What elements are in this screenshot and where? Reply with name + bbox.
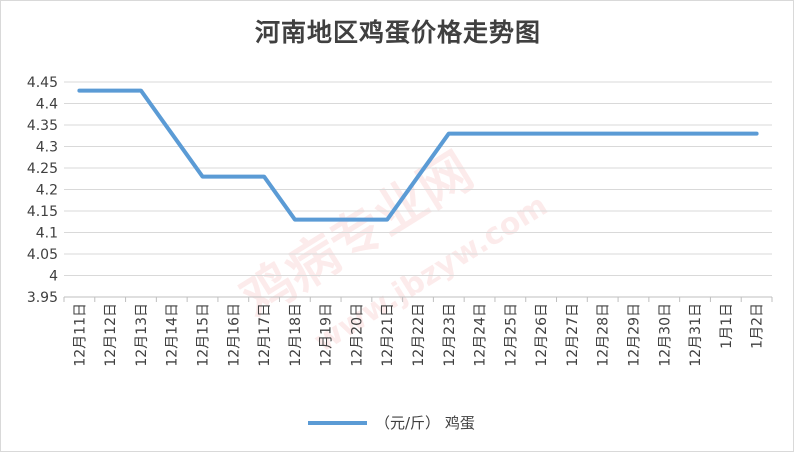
x-tick-label: 12月29日 bbox=[626, 303, 642, 367]
y-axis-ticks: 4.45 4.4 4.35 4.3 4.25 4.2 4.15 4.1 4.05 4 3.95 bbox=[27, 75, 58, 306]
x-tick-label: 12月28日 bbox=[596, 303, 612, 367]
x-tick-label: 12月18日 bbox=[288, 303, 304, 367]
x-tick-label: 1月1日 bbox=[719, 303, 735, 349]
x-tick-label: 12月24日 bbox=[473, 303, 489, 367]
y-tick-label: 3.95 bbox=[27, 290, 58, 306]
y-tick-label: 4.4 bbox=[36, 97, 58, 113]
x-tick-label: 12月23日 bbox=[442, 303, 458, 367]
x-tick-label: 12月20日 bbox=[349, 303, 365, 367]
y-tick-label: 4.3 bbox=[36, 140, 58, 156]
legend-label: （元/斤） 鸡蛋 bbox=[375, 414, 475, 432]
x-tick-label: 12月11日 bbox=[72, 303, 88, 367]
x-tick-label: 1月2日 bbox=[750, 303, 766, 349]
x-tick-label: 12月22日 bbox=[411, 303, 427, 367]
y-tick-label: 4 bbox=[49, 269, 58, 285]
legend: （元/斤） 鸡蛋 bbox=[308, 414, 475, 432]
x-tick-label: 12月26日 bbox=[534, 303, 550, 367]
x-tick-label: 12月14日 bbox=[165, 303, 181, 367]
x-tick-label: 12月13日 bbox=[134, 303, 150, 367]
x-axis-ticks: 12月11日 12月12日 12月13日 12月14日 12月15日 12月16日 12月1… bbox=[72, 303, 765, 367]
x-tick-label: 12月21日 bbox=[380, 303, 396, 367]
x-tick-label: 12月25日 bbox=[503, 303, 519, 367]
y-tick-label: 4.25 bbox=[27, 161, 58, 177]
y-tick-label: 4.1 bbox=[36, 226, 58, 242]
x-tick-label: 12月31日 bbox=[688, 303, 704, 367]
x-tick-label: 12月17日 bbox=[257, 303, 273, 367]
y-tick-label: 4.45 bbox=[27, 75, 58, 91]
x-tick-label: 12月15日 bbox=[196, 303, 212, 367]
y-tick-label: 4.15 bbox=[27, 204, 58, 220]
y-tick-label: 4.05 bbox=[27, 247, 58, 263]
x-tick-label: 12月16日 bbox=[226, 303, 242, 367]
x-tick-label: 12月27日 bbox=[565, 303, 581, 367]
x-tick-label: 12月12日 bbox=[103, 303, 119, 367]
y-tick-label: 4.2 bbox=[36, 183, 58, 199]
y-tick-label: 4.35 bbox=[27, 118, 58, 134]
x-tick-label: 12月30日 bbox=[657, 303, 673, 367]
x-tick-label: 12月19日 bbox=[319, 303, 335, 367]
